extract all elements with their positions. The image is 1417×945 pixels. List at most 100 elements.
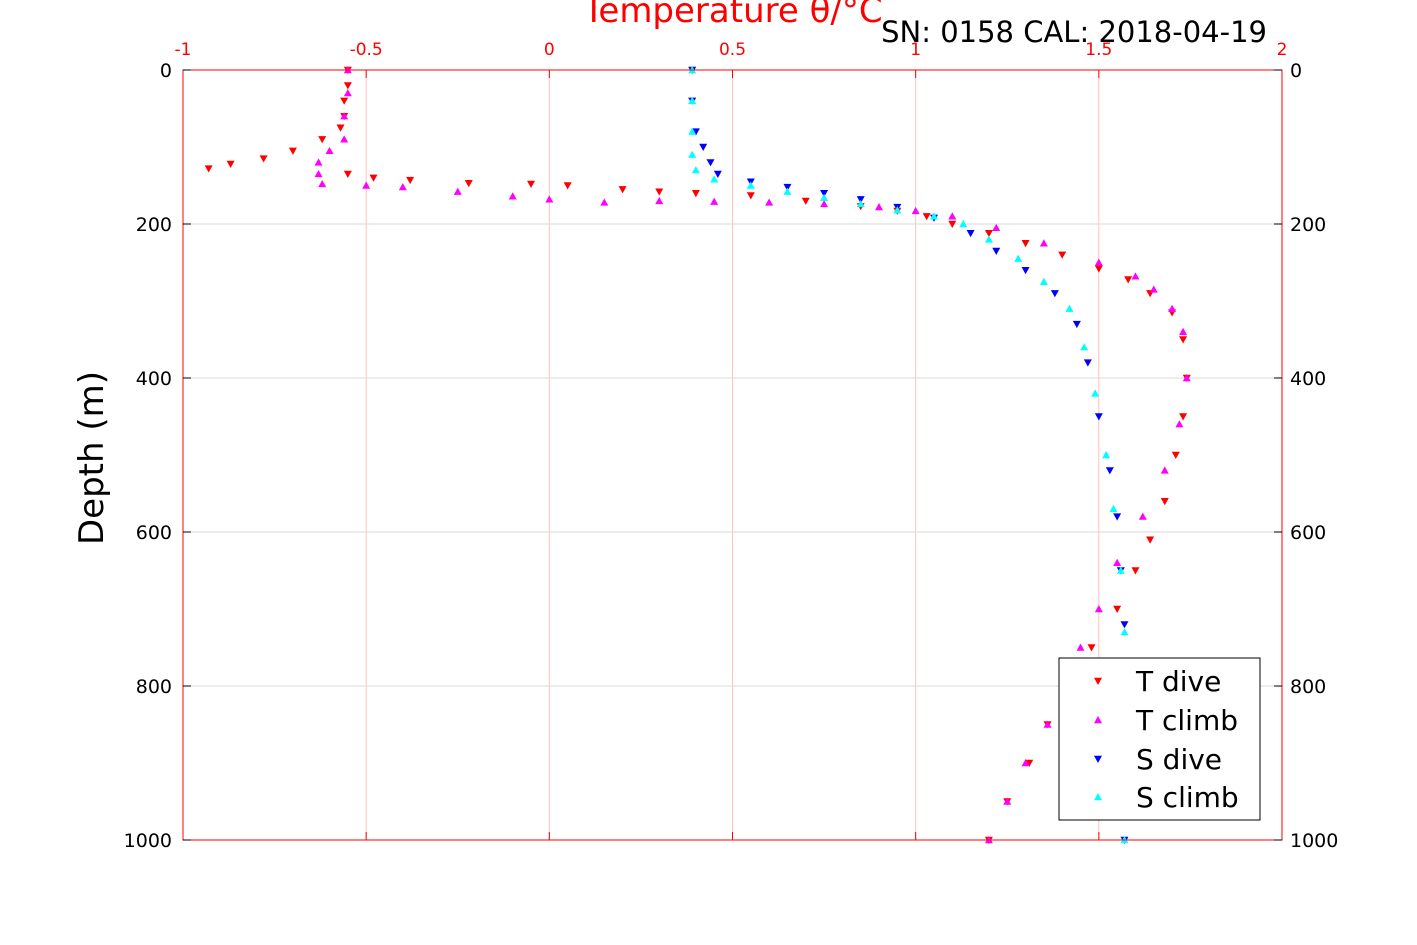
data-point bbox=[966, 230, 975, 238]
y-tick-label-left: 400 bbox=[136, 368, 172, 390]
data-point bbox=[710, 175, 719, 183]
data-point bbox=[1160, 498, 1169, 506]
y-tick-label-left: 1000 bbox=[124, 830, 172, 852]
legend-label-t-climb: T climb bbox=[1135, 704, 1238, 737]
x-tick-label: 0 bbox=[544, 40, 555, 60]
data-point bbox=[959, 220, 968, 228]
data-point bbox=[875, 203, 884, 211]
data-point bbox=[948, 212, 957, 220]
data-point bbox=[1021, 240, 1030, 248]
y-tick-label-right: 600 bbox=[1290, 522, 1326, 544]
data-point bbox=[1003, 797, 1012, 805]
data-point bbox=[1076, 643, 1085, 651]
data-point bbox=[691, 190, 700, 198]
data-point bbox=[688, 127, 697, 135]
data-point bbox=[1014, 254, 1023, 262]
data-point bbox=[343, 82, 352, 90]
x-tick-label: 0.5 bbox=[719, 40, 746, 60]
data-point bbox=[1138, 512, 1147, 520]
data-point bbox=[655, 196, 664, 205]
x-tick-label: 2 bbox=[1277, 40, 1288, 60]
y-tick-label-left: 200 bbox=[136, 214, 172, 236]
x-tick-label: 1 bbox=[910, 40, 921, 60]
data-point bbox=[527, 180, 536, 188]
y-tick-label-right: 200 bbox=[1290, 214, 1326, 236]
data-point bbox=[856, 199, 865, 208]
data-point bbox=[1102, 451, 1111, 459]
data-point bbox=[1094, 265, 1103, 273]
data-point bbox=[992, 223, 1001, 232]
data-point bbox=[746, 192, 755, 200]
data-point bbox=[1113, 558, 1122, 566]
data-point bbox=[398, 183, 407, 191]
data-point bbox=[820, 190, 829, 198]
data-point bbox=[706, 159, 715, 167]
data-point bbox=[1080, 343, 1089, 351]
data-point bbox=[1087, 644, 1096, 652]
data-point bbox=[1021, 759, 1030, 767]
data-point bbox=[318, 136, 327, 144]
data-point bbox=[1131, 567, 1140, 575]
data-point bbox=[1083, 359, 1092, 367]
data-point bbox=[1120, 621, 1129, 629]
legend-label-t-dive: T dive bbox=[1135, 665, 1221, 698]
data-point bbox=[893, 206, 902, 214]
grid-lines bbox=[183, 70, 1282, 840]
data-point bbox=[406, 176, 415, 185]
data-point bbox=[1149, 285, 1158, 293]
data-point bbox=[336, 124, 345, 132]
data-point bbox=[1182, 374, 1191, 382]
data-point bbox=[314, 158, 323, 166]
y-tick-label-left: 600 bbox=[136, 522, 172, 544]
data-point bbox=[314, 169, 323, 178]
x-tick-label: -0.5 bbox=[350, 40, 383, 60]
data-point bbox=[1094, 605, 1103, 613]
data-point bbox=[1094, 258, 1103, 266]
data-point bbox=[688, 150, 697, 158]
data-point bbox=[1168, 304, 1177, 312]
y-tick-label-right: 800 bbox=[1290, 676, 1326, 698]
data-point bbox=[691, 128, 700, 136]
data-point bbox=[563, 182, 572, 190]
data-point bbox=[1116, 566, 1125, 574]
data-point bbox=[1113, 513, 1122, 521]
data-point bbox=[922, 213, 931, 221]
data-point bbox=[343, 89, 352, 97]
data-point bbox=[710, 197, 719, 205]
data-point bbox=[340, 112, 349, 120]
legend-label-s-dive: S dive bbox=[1136, 743, 1222, 776]
data-point bbox=[1021, 267, 1030, 275]
series-t-climb bbox=[314, 66, 1191, 844]
data-point bbox=[911, 206, 920, 215]
data-point bbox=[1179, 413, 1188, 421]
data-point bbox=[699, 143, 708, 151]
data-point bbox=[1120, 628, 1129, 636]
y-tick-label-right: 1000 bbox=[1290, 830, 1338, 852]
data-point bbox=[325, 146, 334, 155]
data-point bbox=[1043, 720, 1052, 728]
data-point bbox=[691, 166, 700, 174]
data-point bbox=[1025, 759, 1034, 767]
data-point bbox=[1039, 277, 1048, 285]
data-point bbox=[929, 212, 938, 220]
x-tick-label: -1 bbox=[175, 40, 192, 60]
y-tick-label-right: 0 bbox=[1290, 60, 1302, 82]
data-point bbox=[464, 179, 473, 188]
legend-marker-s-dive bbox=[1094, 755, 1102, 763]
data-point bbox=[713, 170, 722, 178]
x-tick-label: 1.5 bbox=[1085, 40, 1112, 60]
data-point bbox=[1105, 467, 1114, 475]
data-point bbox=[992, 247, 1001, 255]
data-point bbox=[618, 186, 627, 194]
data-point bbox=[1124, 276, 1133, 284]
y-tick-label-left: 0 bbox=[160, 60, 172, 82]
data-point bbox=[1160, 466, 1169, 474]
data-point bbox=[369, 174, 378, 182]
data-point bbox=[984, 235, 993, 243]
data-point bbox=[340, 97, 349, 105]
data-point bbox=[820, 199, 829, 208]
data-point bbox=[545, 195, 554, 203]
y-tick-label-right: 400 bbox=[1290, 368, 1326, 390]
